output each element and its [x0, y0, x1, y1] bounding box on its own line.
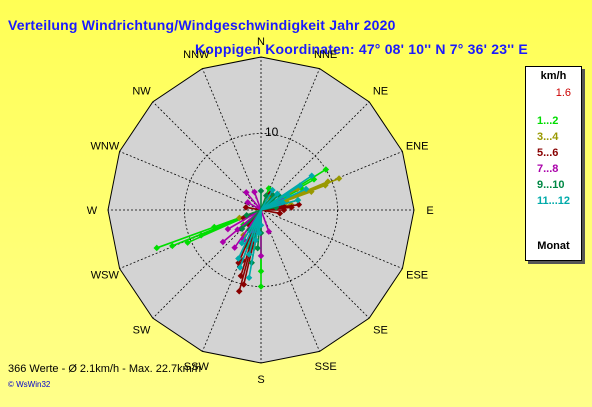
data-ray	[260, 209, 270, 232]
rose-spoke	[260, 68, 320, 211]
data-ray	[241, 209, 262, 244]
data-point	[235, 288, 243, 295]
legend-entry: 3...4	[537, 131, 559, 143]
software-credit: © WsWin32	[8, 380, 51, 389]
legend-calm-value: 1.6	[555, 87, 571, 99]
direction-label: SSE	[315, 361, 337, 373]
data-point	[295, 201, 303, 208]
direction-label: WSW	[91, 270, 120, 282]
data-ray	[245, 191, 262, 211]
chart-subtitle: Koppigen Koordinaten: 47° 08' 10'' N 7° …	[195, 41, 528, 57]
data-point	[273, 190, 281, 198]
data-point	[294, 196, 302, 204]
direction-labels: N NNE NE ENE E ESE SE SSE S SSW SW WSW W WNW NW NNW	[87, 36, 434, 386]
data-point	[302, 185, 310, 193]
data-ray	[260, 188, 307, 211]
data-point	[280, 206, 288, 214]
rose-spoke	[202, 68, 262, 211]
direction-label: SW	[133, 325, 151, 337]
rose-spoke	[260, 209, 320, 352]
statistics-footer: 366 Werte - Ø 2.1km/h - Max. 22.7km/h	[8, 363, 201, 375]
direction-label: W	[87, 205, 98, 217]
rose-spoke	[260, 209, 370, 319]
legend-title: km/h	[540, 70, 567, 82]
data-point	[243, 211, 250, 219]
data-point	[308, 172, 315, 180]
data-point	[244, 199, 252, 206]
data-point	[169, 242, 176, 250]
rose-spoke	[152, 101, 262, 211]
data-point	[224, 225, 232, 233]
rose-spoke	[119, 151, 262, 211]
ring-label: 10	[265, 125, 279, 139]
data-point	[269, 186, 276, 194]
data-ray	[260, 199, 299, 211]
data-point	[197, 232, 205, 239]
data-point	[276, 210, 284, 217]
direction-label: E	[426, 205, 433, 217]
direction-label: WNW	[91, 140, 120, 152]
data-ray	[253, 191, 262, 211]
data-point	[257, 187, 265, 195]
data-point	[257, 283, 265, 290]
data-ray	[260, 193, 278, 211]
rose-spoke	[260, 101, 370, 211]
data-points	[153, 166, 343, 295]
data-point	[240, 281, 248, 288]
direction-label: S	[257, 374, 264, 386]
direction-label: NW	[132, 85, 151, 97]
direction-label: SE	[373, 325, 388, 337]
data-ray	[239, 209, 262, 268]
data-ray	[260, 189, 274, 211]
data-point	[184, 239, 191, 246]
direction-label: NNE	[314, 49, 337, 61]
legend-entry: 9...10	[537, 179, 565, 191]
data-ray	[247, 201, 262, 211]
data-point	[242, 204, 250, 211]
legend-entry: 7...8	[537, 163, 559, 175]
data-point	[231, 244, 238, 251]
data-point	[238, 239, 246, 247]
data-point	[236, 264, 244, 271]
data-point	[245, 274, 253, 282]
legend-entry: 1...2	[537, 115, 559, 127]
data-point	[153, 244, 161, 252]
data-ray	[241, 209, 262, 230]
data-point	[322, 166, 330, 173]
data-ray	[260, 209, 280, 215]
data-point	[257, 252, 265, 260]
data-point	[219, 238, 227, 246]
data-ray	[227, 209, 262, 230]
data-point	[238, 225, 246, 233]
data-point	[324, 178, 332, 185]
direction-label: NNW	[183, 49, 210, 61]
rose-spoke	[260, 209, 403, 269]
direction-label: N	[257, 36, 265, 48]
data-point	[245, 251, 253, 258]
data-point	[251, 188, 258, 196]
legend-footer: Monat	[537, 240, 570, 252]
data-point	[211, 223, 218, 231]
direction-label: SSW	[184, 361, 210, 373]
data-point	[288, 204, 295, 211]
direction-label: ENE	[406, 140, 429, 152]
data-point	[236, 214, 243, 222]
data-ray	[246, 209, 262, 216]
data-point	[335, 175, 343, 182]
legend-entry: 5...6	[537, 147, 559, 159]
data-point	[254, 244, 261, 252]
direction-label: NE	[373, 85, 388, 97]
data-point	[242, 189, 250, 196]
data-ray	[248, 209, 262, 278]
direction-label: ESE	[406, 270, 428, 282]
chart-title: Verteilung Windrichtung/Windgeschwindigk…	[8, 17, 396, 33]
legend-entry: 11...12	[537, 195, 571, 207]
data-point	[265, 228, 273, 235]
legend: km/h 1.6 1...2 3...4 5...6 7...8 9...10 …	[525, 66, 582, 261]
data-point	[235, 255, 242, 262]
